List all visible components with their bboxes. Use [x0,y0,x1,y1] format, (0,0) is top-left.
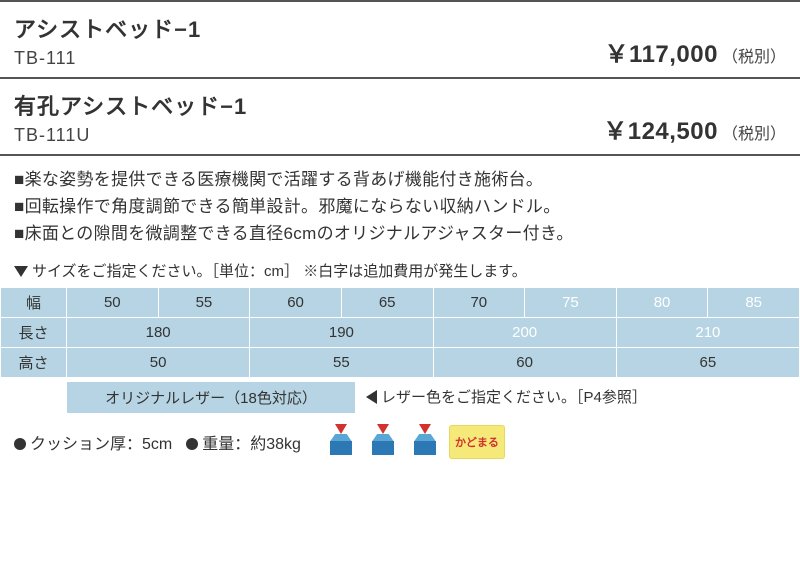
product-2-code: TB-111U [14,125,247,146]
triangle-left-icon [366,390,377,404]
product-1-name: アシストベッド−1 [14,12,201,44]
size-cell: 65 [616,347,799,377]
size-cell: 60 [250,287,342,317]
size-header: サイズをご指定ください。［単位：cm］ ※白字は追加費用が発生します。 [0,254,800,287]
size-cell: 190 [250,317,433,347]
cushion-spec: クッション厚：5cm [14,430,172,454]
size-cell: 60 [433,347,616,377]
product-1: アシストベッド−1 TB-111 ￥117,000 （税別） [0,0,800,77]
leather-label: オリジナルレザー（18色対応） [66,381,356,414]
box-arrow-icon [365,424,401,460]
bottom-row: クッション厚：5cm 重量：約38kg かどまる [0,414,800,472]
triangle-down-icon [14,266,28,277]
size-cell: 55 [250,347,433,377]
cushion-text: クッション厚：5cm [30,436,172,453]
leather-note: レザー色をご指定ください。［P4参照］ [356,381,800,414]
feature-1: ■楽な姿勢を提供できる医療機関で活躍する背あげ機能付き施術台。 [14,166,786,193]
product-1-right: ￥117,000 （税別） [605,34,786,69]
size-cell: 50 [67,287,159,317]
product-2: 有孔アシストベッド−1 TB-111U ￥124,500 （税別） [0,77,800,154]
size-cell: 200 [433,317,616,347]
kadomaru-badge: かどまる [449,425,505,459]
size-row-label: 高さ [1,347,67,377]
bullet-icon [186,438,198,450]
size-cell: 180 [67,317,250,347]
product-1-tax: （税別） [722,43,786,67]
size-table: 幅5055606570758085長さ180190200210高さ5055606… [0,287,800,378]
size-row-label: 幅 [1,287,67,317]
size-cell: 80 [616,287,708,317]
box-arrow-icon [407,424,443,460]
size-cell: 85 [708,287,800,317]
size-cell: 75 [525,287,617,317]
size-cell: 50 [67,347,250,377]
product-2-price: ￥124,500 [603,111,718,146]
leather-row: オリジナルレザー（18色対応） レザー色をご指定ください。［P4参照］ [0,381,800,414]
size-header-text: サイズをご指定ください。［単位：cm］ ※白字は追加費用が発生します。 [32,263,527,280]
product-2-left: 有孔アシストベッド−1 TB-111U [14,89,247,146]
product-1-code: TB-111 [14,48,201,69]
weight-spec: 重量：約38kg [186,430,301,454]
product-2-right: ￥124,500 （税別） [603,111,786,146]
size-cell: 70 [433,287,525,317]
size-cell: 210 [616,317,799,347]
size-cell: 55 [158,287,250,317]
product-2-name: 有孔アシストベッド−1 [14,89,247,121]
feature-3: ■床面との隙間を微調整できる直径6cmのオリジナルアジャスター付き。 [14,220,786,247]
box-arrow-icon [323,424,359,460]
icon-group: かどまる [323,424,505,460]
product-1-price: ￥117,000 [605,34,718,69]
features: ■楽な姿勢を提供できる医療機関で活躍する背あげ機能付き施術台。 ■回転操作で角度… [0,154,800,254]
weight-text: 重量：約38kg [202,436,301,453]
size-row-label: 長さ [1,317,67,347]
product-2-tax: （税別） [722,120,786,144]
product-1-left: アシストベッド−1 TB-111 [14,12,201,69]
size-cell: 65 [341,287,433,317]
feature-2: ■回転操作で角度調節できる簡単設計。邪魔にならない収納ハンドル。 [14,193,786,220]
leather-note-text: レザー色をご指定ください。［P4参照］ [381,389,647,406]
bullet-icon [14,438,26,450]
leather-spacer [0,381,66,414]
